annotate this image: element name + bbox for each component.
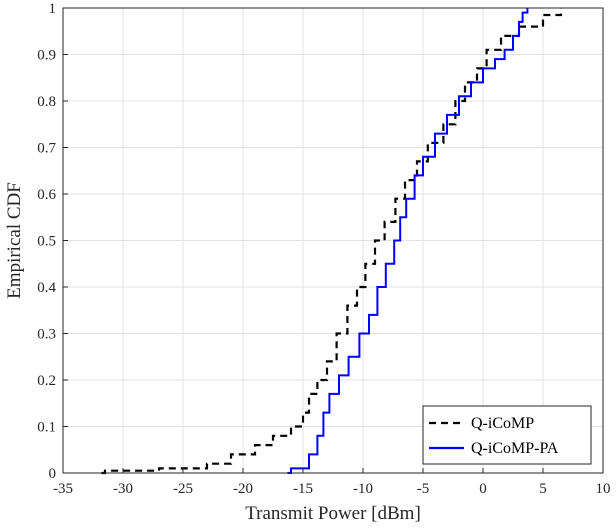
x-tick-label: -15 [293,481,313,497]
x-tick-label: 10 [596,481,611,497]
x-tick-label: -25 [173,481,193,497]
legend-label-q-icomp-pa: Q-iCoMP-PA [471,440,559,457]
series-lines [101,8,563,475]
y-tick-label: 0.6 [37,187,56,203]
legend-label-q-icomp: Q-iCoMP [471,415,534,432]
x-tick-label: 5 [539,481,547,497]
y-tick-label: 0.7 [37,141,56,157]
y-tick-label: 0.9 [37,48,56,64]
x-tick-label: -35 [53,481,73,497]
y-tick-label: 1 [49,1,57,17]
series-line-q-icomp [101,8,563,475]
y-tick-label: 0.5 [37,234,56,250]
x-tick-label: 0 [479,481,487,497]
grid [62,7,604,474]
y-tick-label: 0.4 [37,280,56,296]
y-tick-label: 0.3 [37,327,56,343]
legend-box [422,405,592,465]
x-axis-label: Transmit Power [dBm] [245,503,421,524]
x-tick-label: -20 [233,481,253,497]
legend: Q-iCoMP Q-iCoMP-PA [422,405,592,465]
y-tick-label: 0.8 [37,94,56,110]
y-tick-label: 0.1 [37,420,56,436]
y-tick-label: 0 [49,466,57,482]
series-line-q-icomp-pa [287,8,529,474]
x-tick-label: -10 [353,481,373,497]
y-tick-label: 0.2 [37,373,56,389]
y-axis-label: Empirical CDF [4,182,25,299]
axis-ticks: -35 -30 -25 -20 -15 -10 -5 0 5 10 0 0.1 0.2 0.3 0.4 0.5… [37,1,610,497]
x-tick-label: -5 [417,481,430,497]
x-tick-label: -30 [113,481,133,497]
